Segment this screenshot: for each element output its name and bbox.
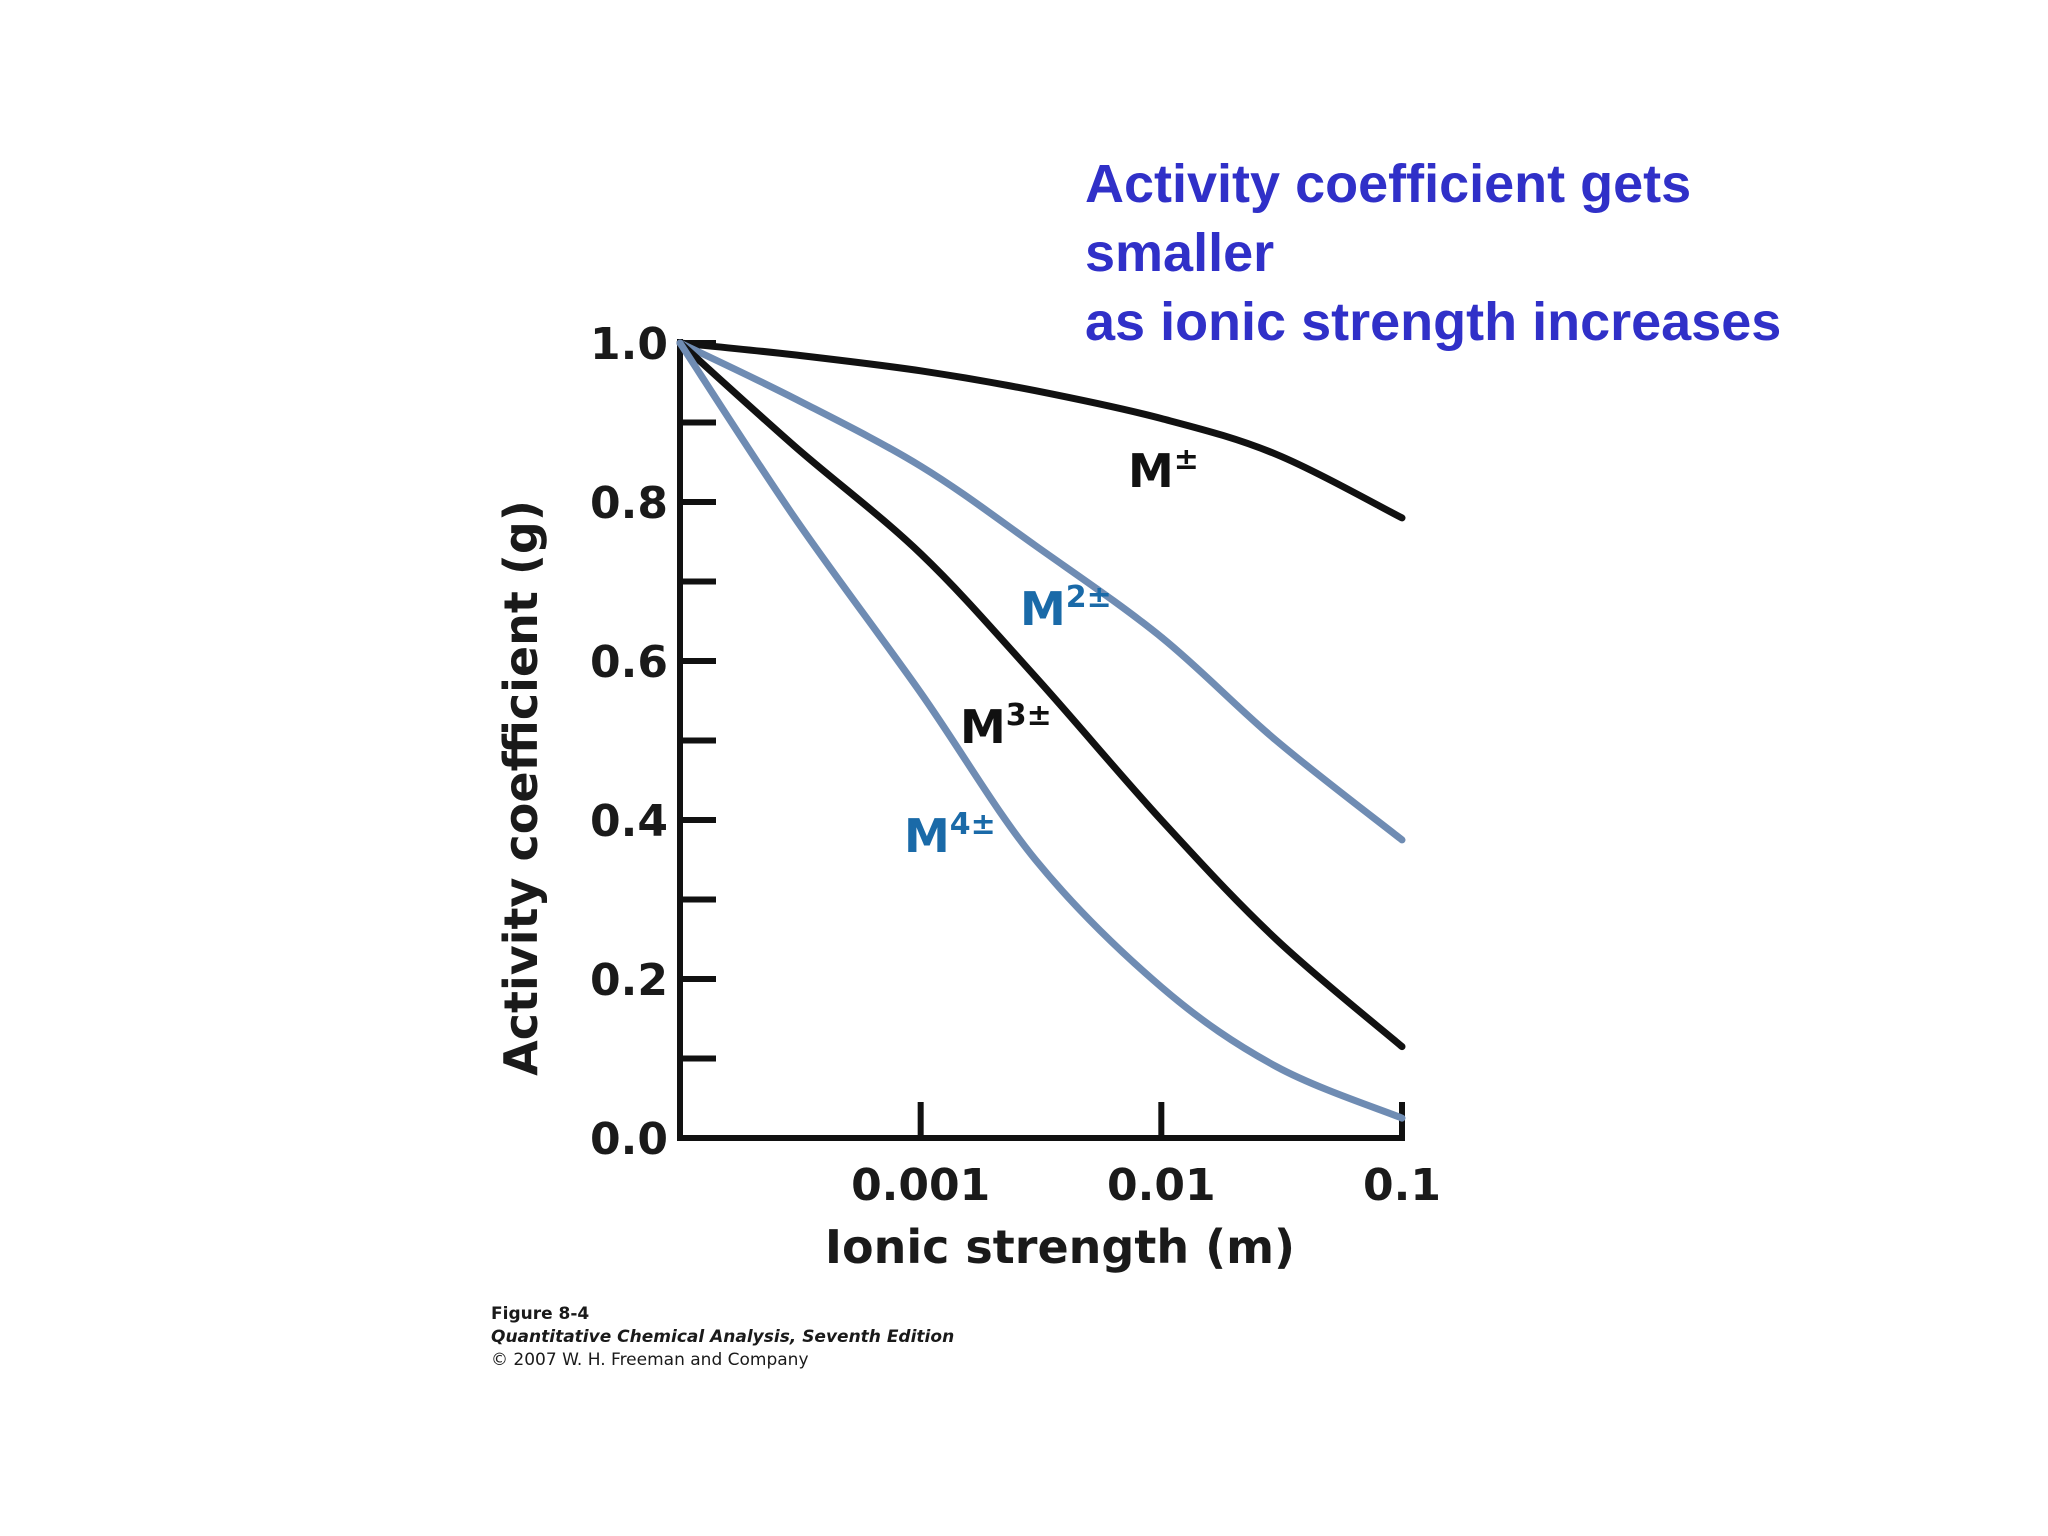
figure-credit: Figure 8-4 Quantitative Chemical Analysi… (491, 1303, 954, 1372)
series-label-4: M4± (904, 807, 996, 863)
series-label-superscript: 3± (1006, 698, 1052, 733)
series-label-base: M (1128, 444, 1174, 498)
series-label-3: M3± (960, 698, 1052, 754)
series-label-superscript: ± (1174, 442, 1199, 477)
figure-number: Figure 8-4 (491, 1304, 590, 1324)
series-lines (676, 339, 1406, 1122)
series-label-superscript: 4± (950, 807, 996, 842)
series-label-superscript: 2± (1066, 580, 1112, 615)
y-tick-label: 0.2 (590, 955, 668, 1006)
series-label-base: M (1020, 582, 1066, 636)
x-tick-label: 0.01 (1107, 1160, 1216, 1211)
callout-line-2: smaller (1085, 223, 1275, 283)
series-line-3 (676, 339, 1406, 1051)
callout-line-1: Activity coefficient gets (1085, 154, 1692, 214)
axes: 0.0 0.2 0.4 0.6 0.8 1.0 0.001 0.01 0.1 (590, 319, 1441, 1211)
callout-line-3: as ionic strength increases (1085, 292, 1782, 352)
y-tick-label: 0.6 (590, 637, 668, 688)
y-tick-label: 0.8 (590, 478, 668, 529)
x-tick-label: 0.1 (1363, 1160, 1441, 1211)
y-axis-title: Activity coefficient (g) (494, 500, 548, 1076)
x-tick-label: 0.001 (851, 1160, 990, 1211)
series-label-base: M (904, 809, 950, 863)
y-tick-label: 0.4 (590, 796, 668, 847)
x-axis-title: Ionic strength (m) (825, 1220, 1295, 1274)
series-line-2 (676, 339, 1406, 844)
book-title: Quantitative Chemical Analysis, Seventh … (491, 1327, 955, 1347)
series-label-1: M± (1128, 442, 1199, 498)
series-line-1 (676, 339, 1406, 522)
y-tick-label: 0.0 (590, 1114, 668, 1165)
y-tick-label: 1.0 (590, 319, 668, 370)
series-labels: M±M2±M3±M4± (904, 442, 1199, 863)
callout-text: Activity coefficient gets smaller as ion… (1085, 150, 1985, 357)
copyright: © 2007 W. H. Freeman and Company (491, 1350, 809, 1370)
series-label-2: M2± (1020, 580, 1112, 636)
series-label-base: M (960, 700, 1006, 754)
series-line-4 (676, 339, 1406, 1122)
